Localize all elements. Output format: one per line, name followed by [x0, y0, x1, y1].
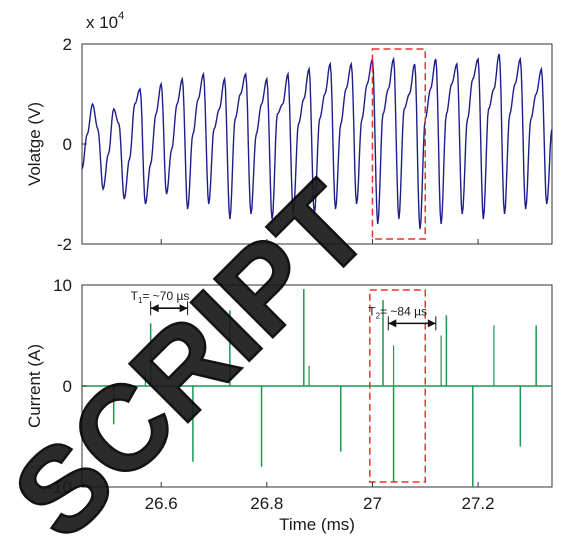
current-axis-label: Current (A) [25, 344, 44, 428]
current-y-tick-label: -10 [47, 478, 72, 497]
current-highlight-box [369, 289, 427, 483]
voltage-highlight-box [371, 48, 427, 240]
voltage-y-tick-label: 2 [63, 35, 72, 54]
period-label: T2= ~84 µs [368, 304, 427, 320]
voltage-y-tick-label: -2 [57, 235, 72, 254]
time-axis-label: Time (ms) [279, 515, 355, 534]
period-arrow-head-left [150, 304, 159, 313]
current-panel: T1= ~70 µs T2= ~84 µs 10 0 -10 26.6 26.8 27 27.… [25, 276, 553, 534]
period-arrow-head-right [427, 319, 436, 328]
time-x-tick-label: 26.6 [145, 494, 178, 513]
current-y-tick-label: 10 [53, 276, 72, 295]
voltage-series-line [81, 53, 553, 230]
voltage-panel: 2 0 -2 Volatge (V) x 104 [25, 10, 553, 254]
period-arrow-head-right [179, 304, 188, 313]
voltage-multiplier: x 104 [86, 10, 124, 32]
multiplier-exponent: 4 [118, 10, 124, 22]
time-x-tick-label: 27 [363, 494, 382, 513]
voltage-y-tick-label: 0 [63, 135, 72, 154]
time-x-tick-label: 27.2 [462, 494, 495, 513]
period-arrow-head-left [388, 319, 397, 328]
watermark: SCRIPT [0, 157, 395, 540]
current-y-tick-label: 0 [63, 377, 72, 396]
time-x-tick-label: 26.8 [250, 494, 283, 513]
multiplier-base: x 10 [86, 13, 118, 32]
voltage-axis-label: Volatge (V) [25, 102, 44, 186]
watermark-text: SCRIPT [0, 158, 394, 540]
period-label: T1= ~70 µs [131, 289, 190, 305]
